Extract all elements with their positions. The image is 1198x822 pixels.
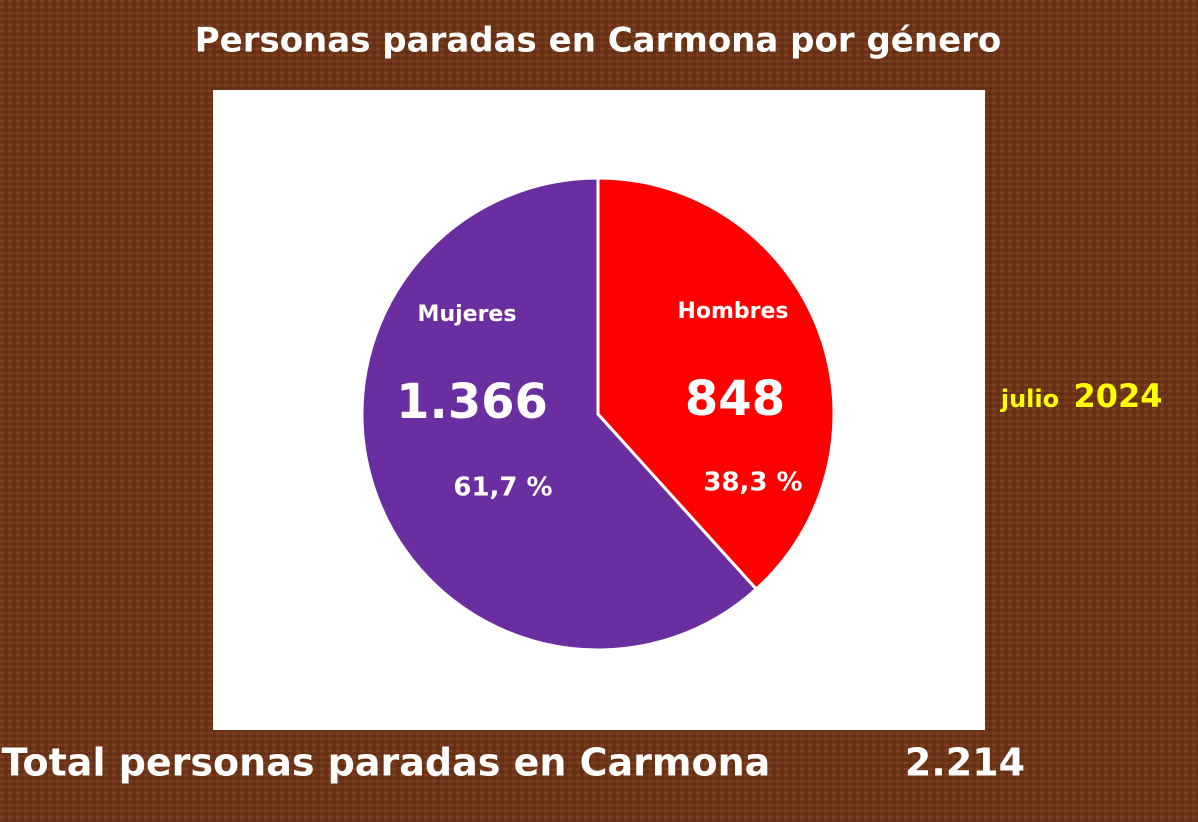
slice-percent-label: 38,3 % (703, 468, 802, 498)
slice-value-label: 1.366 (396, 374, 548, 430)
pie-slice (360, 176, 759, 652)
pie: Mujeres 1.366 61,7 % Hombres 848 38,3 % (360, 176, 836, 652)
total-text: Total personas paradas en Carmona (2, 741, 771, 785)
slice-percent-label: 61,7 % (453, 473, 552, 503)
pie-slice (596, 176, 836, 592)
chart-title: Personas paradas en Carmona por género (195, 21, 1002, 61)
slice-value-label: 848 (685, 371, 785, 427)
period-year: 2024 (1073, 377, 1162, 415)
slice-category-label: Hombres (677, 299, 788, 324)
total-value: 2.214 (905, 741, 1025, 785)
slice-category-label: Mujeres (418, 302, 517, 327)
period-month: julio (1000, 385, 1059, 413)
